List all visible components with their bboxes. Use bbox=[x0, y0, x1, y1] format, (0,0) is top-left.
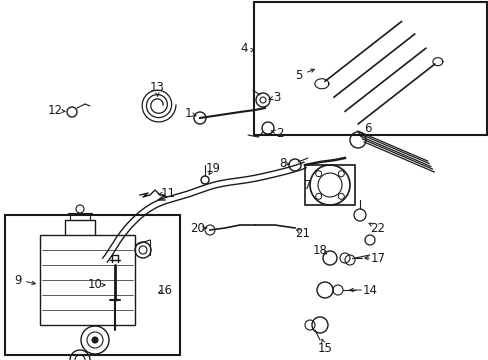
Text: 20: 20 bbox=[190, 221, 205, 234]
Text: 9: 9 bbox=[14, 274, 21, 287]
Text: 11: 11 bbox=[160, 186, 175, 199]
Text: 1: 1 bbox=[184, 107, 191, 120]
Text: 3: 3 bbox=[273, 90, 280, 104]
Text: 22: 22 bbox=[370, 221, 385, 234]
Bar bbox=[253, 2, 486, 135]
Bar bbox=[40, 235, 135, 325]
Text: 16: 16 bbox=[157, 284, 172, 297]
Text: 21: 21 bbox=[295, 226, 310, 239]
Text: 8: 8 bbox=[279, 157, 286, 170]
Text: 15: 15 bbox=[317, 342, 332, 355]
Text: 6: 6 bbox=[364, 122, 371, 135]
Text: 10: 10 bbox=[87, 279, 102, 292]
Text: 17: 17 bbox=[370, 252, 385, 265]
Text: 12: 12 bbox=[47, 104, 62, 117]
Text: 2: 2 bbox=[276, 126, 283, 140]
Text: 13: 13 bbox=[149, 81, 164, 94]
Text: 4: 4 bbox=[240, 41, 247, 54]
Text: 14: 14 bbox=[362, 284, 377, 297]
Circle shape bbox=[92, 337, 98, 343]
Text: 19: 19 bbox=[205, 162, 220, 175]
Text: 18: 18 bbox=[312, 243, 327, 257]
Bar bbox=[305, 165, 354, 205]
Text: 5: 5 bbox=[295, 68, 302, 81]
Text: 7: 7 bbox=[304, 179, 311, 192]
Bar bbox=[5, 215, 180, 355]
